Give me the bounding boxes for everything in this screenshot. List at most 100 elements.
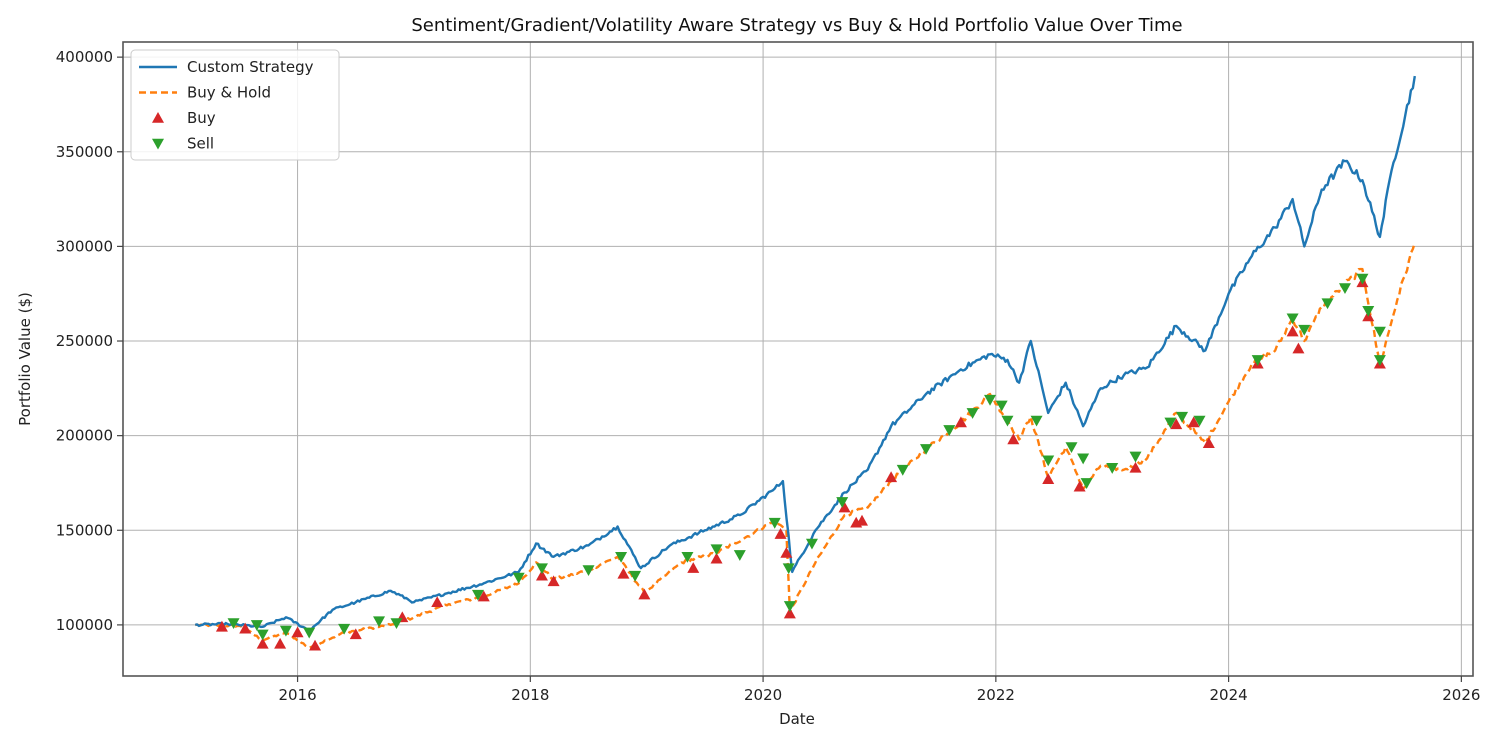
sell-marker xyxy=(995,400,1008,412)
y-tick-label: 250000 xyxy=(56,332,113,350)
sell-marker xyxy=(966,408,979,419)
y-tick-label: 200000 xyxy=(56,427,113,445)
sell-marker xyxy=(782,563,795,575)
sell-marker xyxy=(373,616,386,628)
sell-marker xyxy=(1164,417,1177,429)
x-tick-label: 2026 xyxy=(1442,686,1480,704)
legend-label: Buy xyxy=(187,109,216,127)
buy-marker xyxy=(774,528,787,539)
sell-marker xyxy=(1321,298,1334,310)
sell-marker xyxy=(805,538,818,550)
sell-marker xyxy=(1106,463,1119,474)
buy-marker xyxy=(547,575,560,587)
sell-marker xyxy=(836,497,849,508)
sell-marker xyxy=(1001,415,1014,427)
legend-label: Sell xyxy=(187,135,214,153)
buy-marker xyxy=(239,622,252,634)
y-tick-label: 150000 xyxy=(56,521,113,539)
sell-marker xyxy=(768,517,781,529)
sell-marker xyxy=(256,629,269,641)
buy-marker xyxy=(256,637,269,649)
sell-marker xyxy=(1373,355,1386,366)
grid xyxy=(123,42,1473,676)
sell-marker xyxy=(733,550,746,561)
sell-marker xyxy=(710,544,723,556)
buy-marker xyxy=(1042,473,1055,484)
y-tick-label: 350000 xyxy=(56,143,113,161)
sell-marker xyxy=(984,394,997,406)
custom-strategy-line xyxy=(194,75,1416,632)
sell-marker xyxy=(303,627,316,639)
buy-marker xyxy=(1073,480,1086,492)
buy-marker xyxy=(215,620,228,632)
plot-frame xyxy=(122,41,1474,677)
legend-label: Custom Strategy xyxy=(187,58,314,76)
sell-marker xyxy=(1042,455,1055,467)
legend-swatch-buy xyxy=(152,112,164,123)
sell-marker xyxy=(1077,453,1090,465)
buy-marker xyxy=(309,639,322,651)
legend-swatch-sell xyxy=(152,138,164,150)
sell-marker xyxy=(615,551,628,563)
x-tick-label: 2022 xyxy=(977,686,1015,704)
sell-marker xyxy=(896,464,909,476)
y-axis-label: Portfolio Value ($) xyxy=(16,292,34,426)
x-axis-label: Date xyxy=(779,710,815,728)
sell-marker xyxy=(1286,313,1299,325)
y-tick-label: 400000 xyxy=(56,48,113,66)
sell-marker xyxy=(1338,283,1351,295)
sell-marker xyxy=(1065,442,1078,454)
chart-title: Sentiment/Gradient/Volatility Aware Stra… xyxy=(411,15,1182,36)
sell-marker xyxy=(1251,355,1264,366)
x-tick-label: 2016 xyxy=(278,686,316,704)
buy-marker xyxy=(638,588,651,600)
buy-marker xyxy=(1129,461,1142,473)
buy-marker xyxy=(477,590,490,602)
sell-marker xyxy=(1373,326,1386,338)
sell-marker xyxy=(1362,305,1375,317)
sell-marker xyxy=(535,563,548,575)
x-tick-label: 2024 xyxy=(1210,686,1248,704)
buy-marker xyxy=(431,596,444,607)
y-tick-label: 100000 xyxy=(56,616,113,634)
sell-marker xyxy=(1129,451,1142,463)
buy-marker xyxy=(1187,416,1200,428)
buy-marker xyxy=(856,514,869,526)
sell-marker xyxy=(227,618,240,630)
buy-marker xyxy=(1007,433,1020,445)
sell-marker xyxy=(681,551,694,563)
sell-marker xyxy=(1176,411,1189,423)
sell-marker xyxy=(471,589,484,601)
buy-marker xyxy=(885,471,898,483)
buy-marker xyxy=(1202,437,1215,449)
sell-marker xyxy=(1356,273,1369,285)
legend: Custom Strategy Buy & Hold Buy Sell xyxy=(130,49,340,161)
sell-marker xyxy=(783,601,796,612)
sell-marker xyxy=(279,625,292,637)
buy-marker xyxy=(535,569,548,581)
sell-marker xyxy=(390,618,403,630)
sell-marker xyxy=(582,565,595,577)
ticks: 2016 2018 2020 2022 2024 2026 100000 150000 2000… xyxy=(56,48,1481,704)
buy-marker xyxy=(710,552,723,564)
sell-marker xyxy=(338,623,351,635)
buy-marker xyxy=(1292,342,1305,354)
buy-marker xyxy=(617,567,630,579)
sell-marker xyxy=(943,425,956,436)
sell-marker xyxy=(1030,415,1043,427)
y-tick-label: 300000 xyxy=(56,237,113,255)
sell-marker xyxy=(1193,415,1206,427)
buy-marker xyxy=(783,607,796,619)
buy-marker xyxy=(954,416,967,428)
legend-label: Buy & Hold xyxy=(187,84,271,102)
marker-layer xyxy=(215,273,1386,651)
sell-marker xyxy=(1298,324,1311,336)
buy-marker xyxy=(291,626,304,638)
buy-marker xyxy=(780,546,793,558)
buy-marker xyxy=(838,501,851,513)
buy-marker xyxy=(349,628,362,640)
buy-marker xyxy=(274,637,287,649)
buy-marker xyxy=(1286,325,1299,337)
legend-box xyxy=(130,49,340,161)
